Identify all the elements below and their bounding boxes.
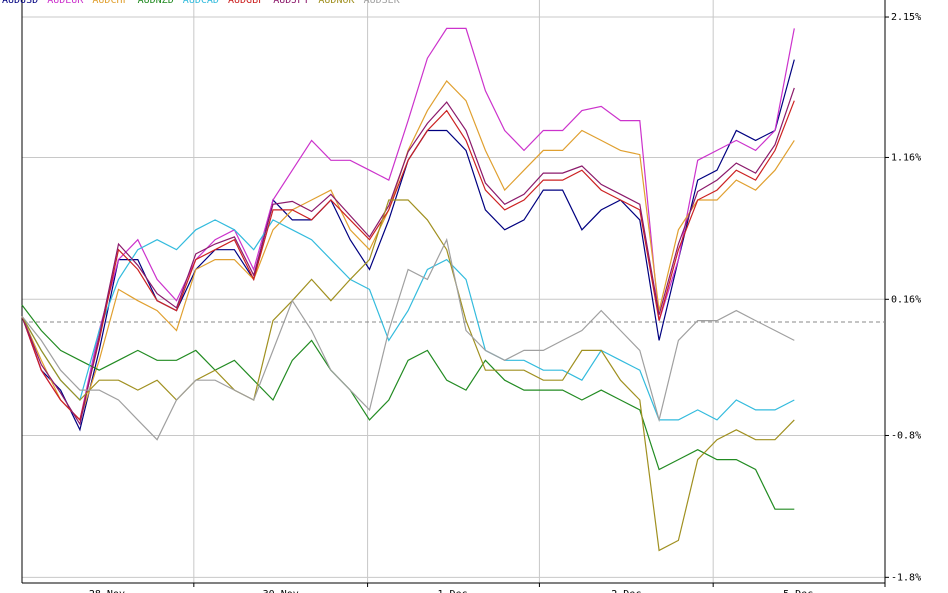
y-tick-label: 0.16% xyxy=(891,294,921,305)
legend-entry: AUDGBP xyxy=(228,0,264,6)
legend-entry: AUDCAD xyxy=(183,0,219,6)
series-line xyxy=(21,100,795,422)
legend-entry: AUDSEK xyxy=(364,0,400,6)
series-line xyxy=(21,27,795,422)
x-tick-label: 1 Dec xyxy=(437,589,467,593)
series-line xyxy=(21,304,795,510)
legend-entry: AUDNZD xyxy=(138,0,174,6)
y-tick-label: -1.8% xyxy=(891,572,921,583)
series-line xyxy=(21,237,795,441)
legend-entry: AUDNOK xyxy=(318,0,354,6)
x-tick-label: 30 Nov xyxy=(263,589,299,593)
x-tick-label: 5 Dec xyxy=(783,589,813,593)
series-line xyxy=(21,219,795,421)
x-tick-label: 2 Dec xyxy=(611,589,641,593)
series-line xyxy=(21,87,795,426)
legend-entry: AUDEUR xyxy=(47,0,84,6)
series-line xyxy=(21,199,795,552)
y-tick-label: 1.16% xyxy=(891,152,921,163)
legend-entry: AUDJPY xyxy=(273,0,309,6)
series-line xyxy=(21,79,795,422)
legend-entry: AUDCHF xyxy=(92,0,128,6)
x-tick-label: 28 Nov xyxy=(89,589,125,593)
legend-entry: AUDUSD xyxy=(2,0,38,6)
y-tick-label: -0.8% xyxy=(891,430,921,441)
y-tick-label: 2.15% xyxy=(891,12,921,23)
